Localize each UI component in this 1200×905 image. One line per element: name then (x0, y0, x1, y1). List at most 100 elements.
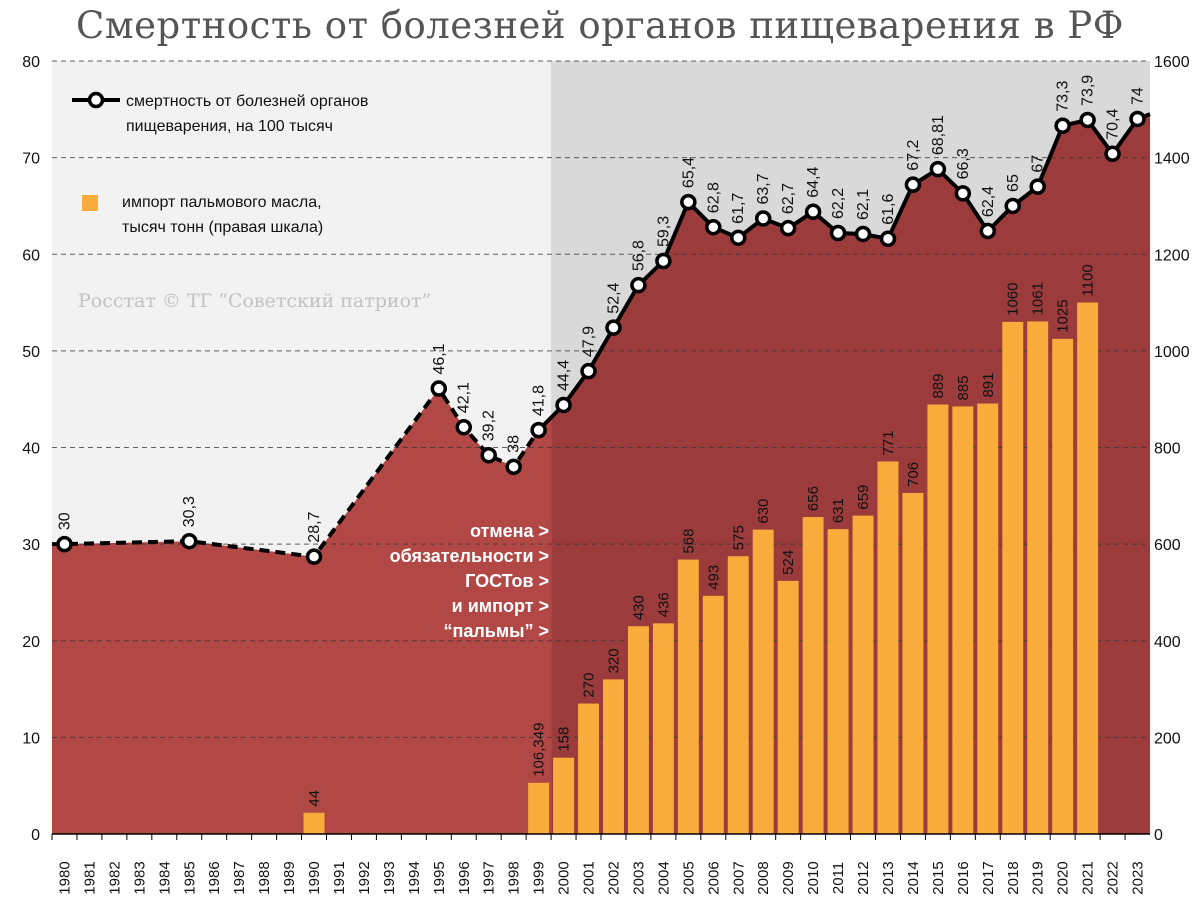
import-bar-2015 (927, 404, 949, 834)
import-bar-2020 (1052, 338, 1074, 834)
import-bar-2010 (802, 517, 824, 834)
x-tick-label: 1996 (456, 861, 473, 894)
x-tick-label: 1981 (81, 861, 98, 894)
point-label-2010: 64,4 (805, 166, 822, 197)
x-tick-label: 2021 (1080, 861, 1097, 894)
x-tick-label: 2010 (805, 861, 822, 894)
import-bar-2009 (777, 580, 799, 834)
mortality-point-1985 (181, 532, 198, 550)
legend-line-marker (87, 91, 105, 109)
import-bars (303, 302, 1099, 834)
annotation-line: обязательности > (390, 546, 549, 566)
x-tick-label: 1989 (281, 861, 298, 894)
mortality-point-2014 (904, 176, 922, 193)
mortality-point-2013 (879, 230, 897, 248)
annotation: отмена > обязательности > ГОСТов > и импорт… (390, 521, 549, 641)
x-tick-label: 2006 (705, 861, 722, 894)
bar-label-2003: 430 (630, 595, 647, 620)
mortality-point-2000 (555, 396, 572, 414)
import-bar-2011 (827, 529, 849, 834)
x-tick-label: 2012 (855, 861, 872, 894)
mortality-point-1990 (305, 548, 323, 565)
point-label-2001: 47,9 (581, 326, 598, 357)
point-label-2019: 67 (1030, 155, 1047, 173)
x-tick-label: 2020 (1055, 861, 1072, 894)
left-tick-label: 30 (22, 537, 40, 554)
area-before-2000 (52, 388, 552, 834)
bar-label-2009: 524 (780, 550, 797, 575)
point-label-2020: 73,3 (1055, 80, 1072, 111)
mortality-point-2022 (1104, 145, 1121, 163)
point-label-2012: 62,1 (855, 189, 872, 220)
annotation-line: и импорт > (452, 596, 549, 616)
point-label-2007: 61,7 (730, 193, 747, 224)
point-label-2023: 74 (1130, 87, 1147, 105)
left-tick-label: 50 (22, 344, 40, 361)
axes: 0102030405060708002004006008001000120014… (22, 54, 1189, 895)
mortality-line (52, 110, 1151, 565)
x-tick-label: 1988 (256, 861, 273, 894)
right-tick-label: 200 (1154, 730, 1181, 747)
bar-label-2001: 270 (581, 673, 598, 698)
mortality-point-2015 (929, 160, 947, 178)
bar-label-1990: 44 (306, 790, 323, 807)
bar-label-2004: 436 (655, 592, 672, 617)
point-label-1995: 46,1 (431, 343, 448, 374)
left-tick-label: 10 (22, 730, 40, 747)
bar-label-2011: 631 (830, 498, 847, 523)
point-label-1990: 28,7 (306, 511, 323, 542)
point-label-2018: 65 (1005, 174, 1022, 192)
right-tick-label: 600 (1154, 537, 1181, 554)
import-bar-2013 (877, 461, 899, 834)
x-tick-label: 2014 (905, 861, 922, 894)
point-label-1997: 39,2 (481, 410, 498, 441)
point-label-2015: 68,81 (930, 115, 947, 155)
x-tick-label: 2009 (780, 861, 797, 894)
mortality-point-1999 (530, 421, 547, 439)
x-tick-label: 2001 (581, 861, 598, 894)
bar-label-2002: 320 (605, 648, 622, 673)
point-label-2021: 73,9 (1080, 75, 1097, 106)
import-bar-2003 (627, 626, 649, 834)
point-label-2002: 52,4 (605, 282, 622, 313)
x-tick-label: 2023 (1130, 861, 1147, 894)
mortality-point-2007 (730, 229, 747, 247)
import-bar-2018 (1002, 321, 1024, 834)
point-label-2016: 66,3 (955, 148, 972, 179)
chart-title: Смертность от болезней органов пищеварен… (76, 4, 1124, 47)
bar-label-2015: 889 (930, 373, 947, 398)
x-tick-label: 2022 (1105, 861, 1122, 894)
right-tick-label: 800 (1154, 441, 1181, 458)
left-tick-label: 80 (22, 54, 40, 71)
point-label-2005: 65,4 (680, 157, 697, 188)
data-labels: 44 106,349 158 270 320 430 436 568 493 575 630 524 6… (56, 75, 1146, 807)
import-bar-1990 (303, 812, 325, 834)
bar-label-2012: 659 (855, 485, 872, 510)
point-label-2017: 62,4 (980, 186, 997, 217)
mortality-point-2011 (829, 224, 847, 242)
x-tick-label: 1990 (306, 861, 323, 894)
mortality-point-1998 (505, 458, 522, 476)
point-label-1980: 30 (56, 512, 73, 530)
import-bar-2012 (852, 515, 874, 834)
x-tick-label: 1980 (56, 861, 73, 894)
x-tick-label: 2017 (980, 861, 997, 894)
mortality-point-1997 (480, 446, 497, 464)
bar-label-2014: 706 (905, 462, 922, 487)
legend-bar-label-2: тысяч тонн (правая шкала) (122, 219, 323, 236)
mortality-point-1996 (455, 418, 472, 436)
mortality-point-2008 (754, 210, 772, 227)
x-tick-label: 2011 (830, 862, 847, 894)
legend-bar-label-1: импорт пальмового масла, (122, 194, 322, 211)
area-after-2000 (551, 114, 1150, 835)
import-bar-2016 (952, 406, 974, 834)
x-tick-label: 2003 (630, 861, 647, 894)
point-label-2006: 62,8 (705, 182, 722, 213)
bar-label-2005: 568 (680, 529, 697, 554)
point-label-2003: 56,8 (630, 240, 647, 271)
mortality-point-2012 (854, 225, 872, 243)
import-bar-2021 (1077, 302, 1099, 834)
left-tick-label: 40 (22, 441, 40, 458)
mortality-point-2020 (1054, 117, 1071, 134)
bar-label-2008: 630 (755, 499, 772, 524)
